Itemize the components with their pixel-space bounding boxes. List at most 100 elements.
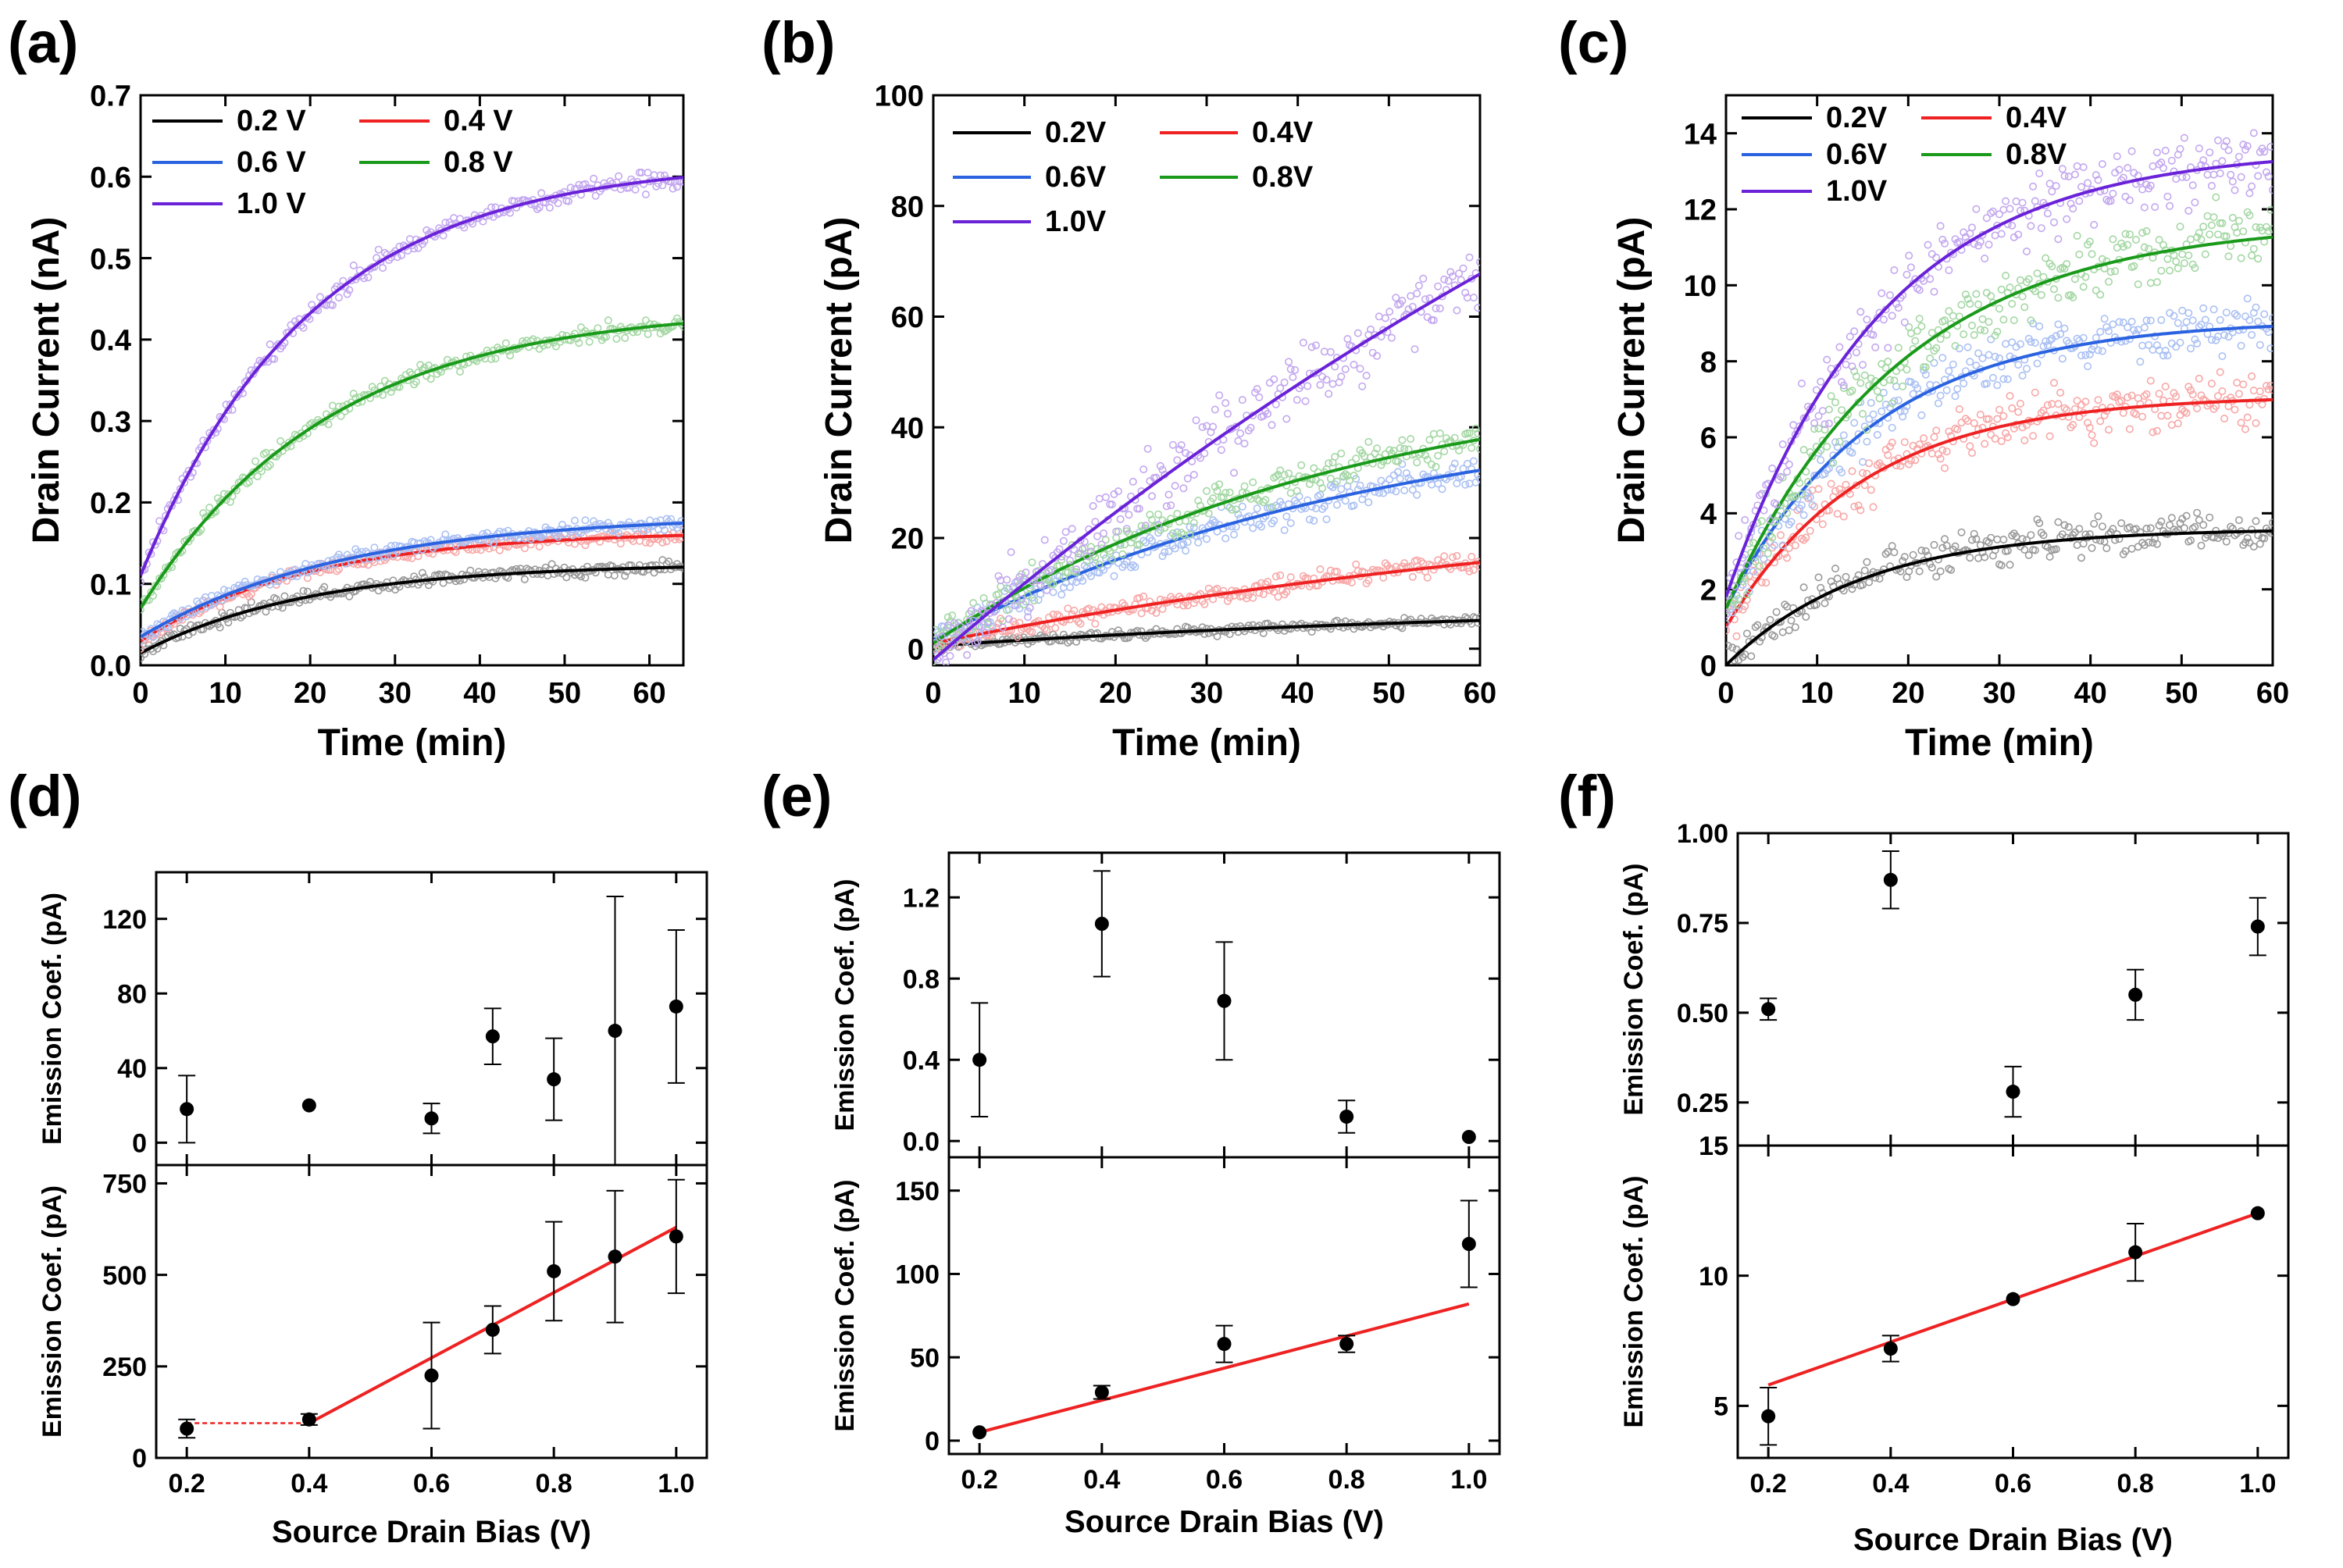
chart-d-bottom-xtick-label: 1.0	[658, 1469, 694, 1499]
data-marker	[1991, 231, 1999, 240]
legend-label: 0.8V	[2006, 138, 2067, 171]
data-marker	[1476, 614, 1480, 622]
data-marker	[1387, 333, 1396, 342]
chart-d-bottom-ytick-label: 500	[102, 1261, 147, 1291]
data-marker	[308, 301, 316, 309]
data-marker	[1890, 376, 1899, 385]
data-marker	[1429, 429, 1438, 438]
data-marker	[2073, 397, 2081, 405]
data-marker	[1981, 326, 1989, 335]
chart-d-bottom-xtick-label: 0.8	[536, 1469, 572, 1499]
data-marker	[2016, 276, 2024, 284]
data-marker	[1890, 397, 1899, 405]
chart-e-bottom-fit-line	[979, 1302, 1470, 1434]
data-marker	[621, 572, 629, 580]
data-marker	[1806, 526, 1814, 535]
data-marker	[1854, 501, 1863, 510]
data-marker	[328, 401, 337, 410]
data-marker	[299, 323, 308, 332]
data-marker	[1957, 301, 1966, 309]
data-marker	[2016, 340, 2024, 348]
data-marker	[1818, 407, 1827, 415]
chart-d-top-ytick-label: 120	[102, 905, 147, 935]
data-marker	[1286, 519, 1295, 527]
data-marker	[1453, 551, 1461, 560]
chart-e-bottom-ytick-label: 50	[910, 1343, 940, 1373]
data-marker	[2052, 332, 2060, 340]
data-marker	[2054, 518, 2063, 526]
chart-c-xtick-label: 40	[2074, 677, 2107, 710]
data-marker	[1867, 486, 1875, 494]
chart-a-plot-area	[141, 169, 683, 662]
data-marker	[1797, 490, 1806, 498]
data-marker	[1961, 290, 1970, 299]
data-marker	[1167, 501, 1175, 510]
data-marker	[2027, 222, 2035, 230]
data-marker	[1303, 382, 1312, 390]
data-marker	[141, 644, 144, 653]
data-marker	[1892, 300, 1901, 308]
data-marker	[2152, 148, 2161, 157]
chart-f-bottom-xtick-label: 0.6	[1995, 1469, 2031, 1499]
data-marker	[1257, 522, 1266, 531]
data-marker	[2067, 290, 2075, 299]
data-marker	[1004, 615, 1013, 623]
data-marker	[2106, 197, 2115, 205]
data-marker	[2191, 198, 2199, 207]
data-marker	[1945, 427, 1953, 436]
data-marker	[1396, 444, 1404, 452]
data-marker	[1942, 330, 1951, 339]
data-marker	[1835, 437, 1844, 446]
data-marker	[2003, 547, 2012, 555]
data-marker	[1407, 292, 1415, 301]
data-marker	[1381, 559, 1389, 568]
data-marker	[2037, 224, 2045, 233]
data-marker	[1791, 541, 1799, 550]
data-marker	[2043, 401, 2052, 409]
data-marker	[2199, 521, 2208, 529]
data-marker	[2241, 425, 2250, 433]
data-marker	[2023, 365, 2031, 373]
chart-e-bottom-xtick-label: 0.8	[1328, 1465, 1365, 1495]
data-marker	[1259, 629, 1268, 637]
data-marker	[1289, 373, 1297, 382]
data-marker	[1200, 600, 1209, 608]
data-marker	[2079, 163, 2088, 172]
data-marker	[1742, 561, 1751, 569]
data-marker	[1246, 423, 1255, 432]
data-marker	[1909, 390, 1917, 398]
data-marker	[2228, 213, 2237, 222]
data-marker	[2227, 522, 2235, 531]
data-marker	[591, 191, 600, 200]
data-marker	[1028, 628, 1036, 636]
data-marker	[2119, 243, 2127, 251]
chart-c-plot-area	[1726, 129, 2273, 665]
data-marker	[1271, 572, 1280, 581]
data-marker	[2042, 254, 2050, 262]
data-marker	[2140, 203, 2149, 212]
data-marker	[1814, 412, 1823, 420]
data-marker	[1404, 305, 1413, 314]
data-marker	[2264, 328, 2273, 337]
data-marker	[1326, 566, 1335, 575]
data-marker	[1839, 381, 1848, 390]
data-marker	[1839, 431, 1848, 440]
data-marker	[1332, 567, 1341, 576]
data-marker	[2060, 404, 2069, 412]
chart-c-xtick-label: 10	[1801, 677, 1834, 710]
data-marker	[1343, 334, 1352, 343]
chart-e-top-ytick-label: 1.2	[903, 883, 940, 913]
data-marker	[1055, 545, 1064, 554]
data-marker	[1413, 458, 1421, 467]
data-marker	[1763, 549, 1772, 558]
data-marker	[2188, 390, 2197, 399]
data-marker	[1100, 565, 1108, 574]
data-marker	[1158, 604, 1167, 613]
chart-d-bottom-ytick-label: 250	[102, 1352, 147, 1382]
data-marker	[1255, 393, 1264, 401]
data-marker	[1135, 593, 1143, 602]
data-marker	[2207, 380, 2216, 388]
data-marker	[439, 231, 448, 240]
data-marker	[646, 539, 654, 547]
data-marker	[2249, 244, 2258, 253]
